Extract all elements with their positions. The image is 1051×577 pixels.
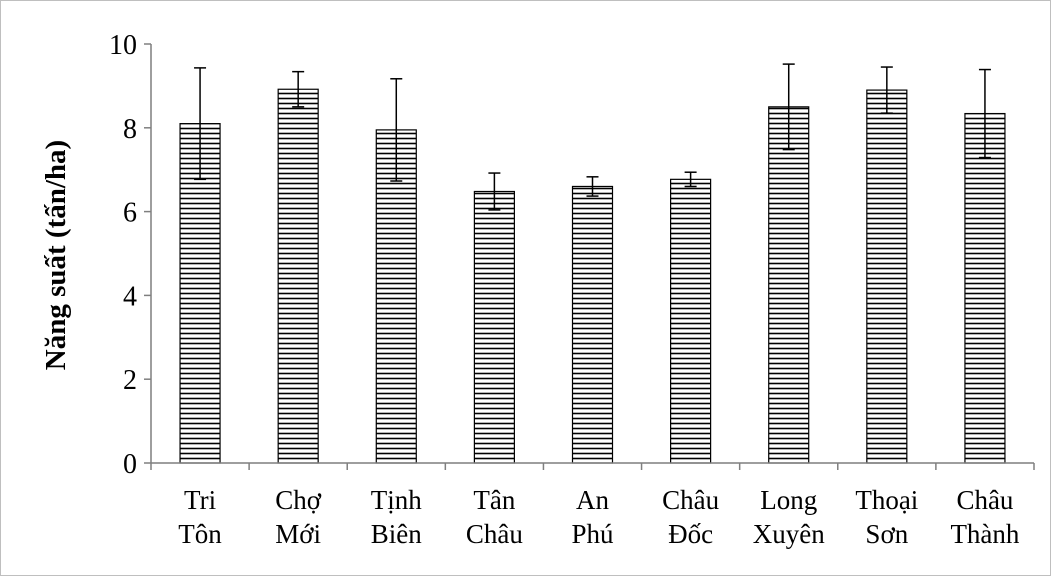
category-label: Tân Châu — [466, 485, 523, 549]
bar — [571, 185, 614, 464]
y-tick-label: 2 — [123, 365, 137, 396]
y-tick-label: 10 — [109, 30, 137, 61]
bar — [375, 129, 417, 464]
category-label-line: Phú — [571, 519, 614, 549]
x-axis: Tri Tôn Chợ Mới Tịnh Biên Tân Châu An Phú Châu Đốc L… — [150, 462, 1035, 549]
category-label-line: Châu — [956, 485, 1013, 515]
bars — [179, 88, 1006, 464]
category-label: Long Xuyên — [753, 485, 825, 549]
category-label: Tịnh Biên — [371, 485, 422, 549]
category-label-line: Đốc — [668, 519, 713, 549]
category-label-line: Tân — [473, 485, 515, 515]
error-bars — [194, 63, 991, 211]
category-label-line: An — [576, 485, 609, 515]
category-label-line: Thoại — [855, 485, 918, 515]
category-label-line: Tịnh — [371, 485, 422, 515]
category-label: Châu Đốc — [662, 485, 719, 549]
category-label-line: Biên — [371, 519, 422, 549]
y-axis-label: Năng suất (tấn/ha) — [40, 140, 72, 370]
bar — [277, 88, 319, 464]
category-label: Tri Tôn — [178, 485, 222, 549]
y-tick-label: 4 — [123, 281, 137, 312]
category-label-line: Long — [760, 485, 817, 515]
bar — [866, 89, 908, 464]
category-label-line: Chợ — [275, 485, 322, 515]
category-label-line: Tri — [184, 485, 216, 515]
category-label-line: Mới — [275, 519, 321, 549]
category-label: An Phú — [571, 485, 614, 549]
category-label-line: Sơn — [865, 519, 908, 549]
category-label: Châu Thành — [950, 485, 1019, 549]
category-label: Chợ Mới — [275, 485, 322, 549]
category-label-line: Châu — [662, 485, 719, 515]
category-label-line: Xuyên — [753, 519, 825, 549]
category-label-line: Châu — [466, 519, 523, 549]
y-tick-label: 0 — [123, 449, 137, 480]
bar — [964, 112, 1006, 464]
bar — [473, 190, 515, 464]
bar — [768, 106, 810, 464]
y-tick-label: 8 — [123, 114, 137, 145]
category-label-line: Tôn — [178, 519, 222, 549]
category-label: Thoại Sơn — [855, 485, 918, 549]
category-label-line: Thành — [950, 519, 1019, 549]
bar — [670, 178, 712, 464]
y-axis: 0 2 4 6 8 10 — [109, 30, 152, 480]
y-tick-label: 6 — [123, 198, 137, 229]
